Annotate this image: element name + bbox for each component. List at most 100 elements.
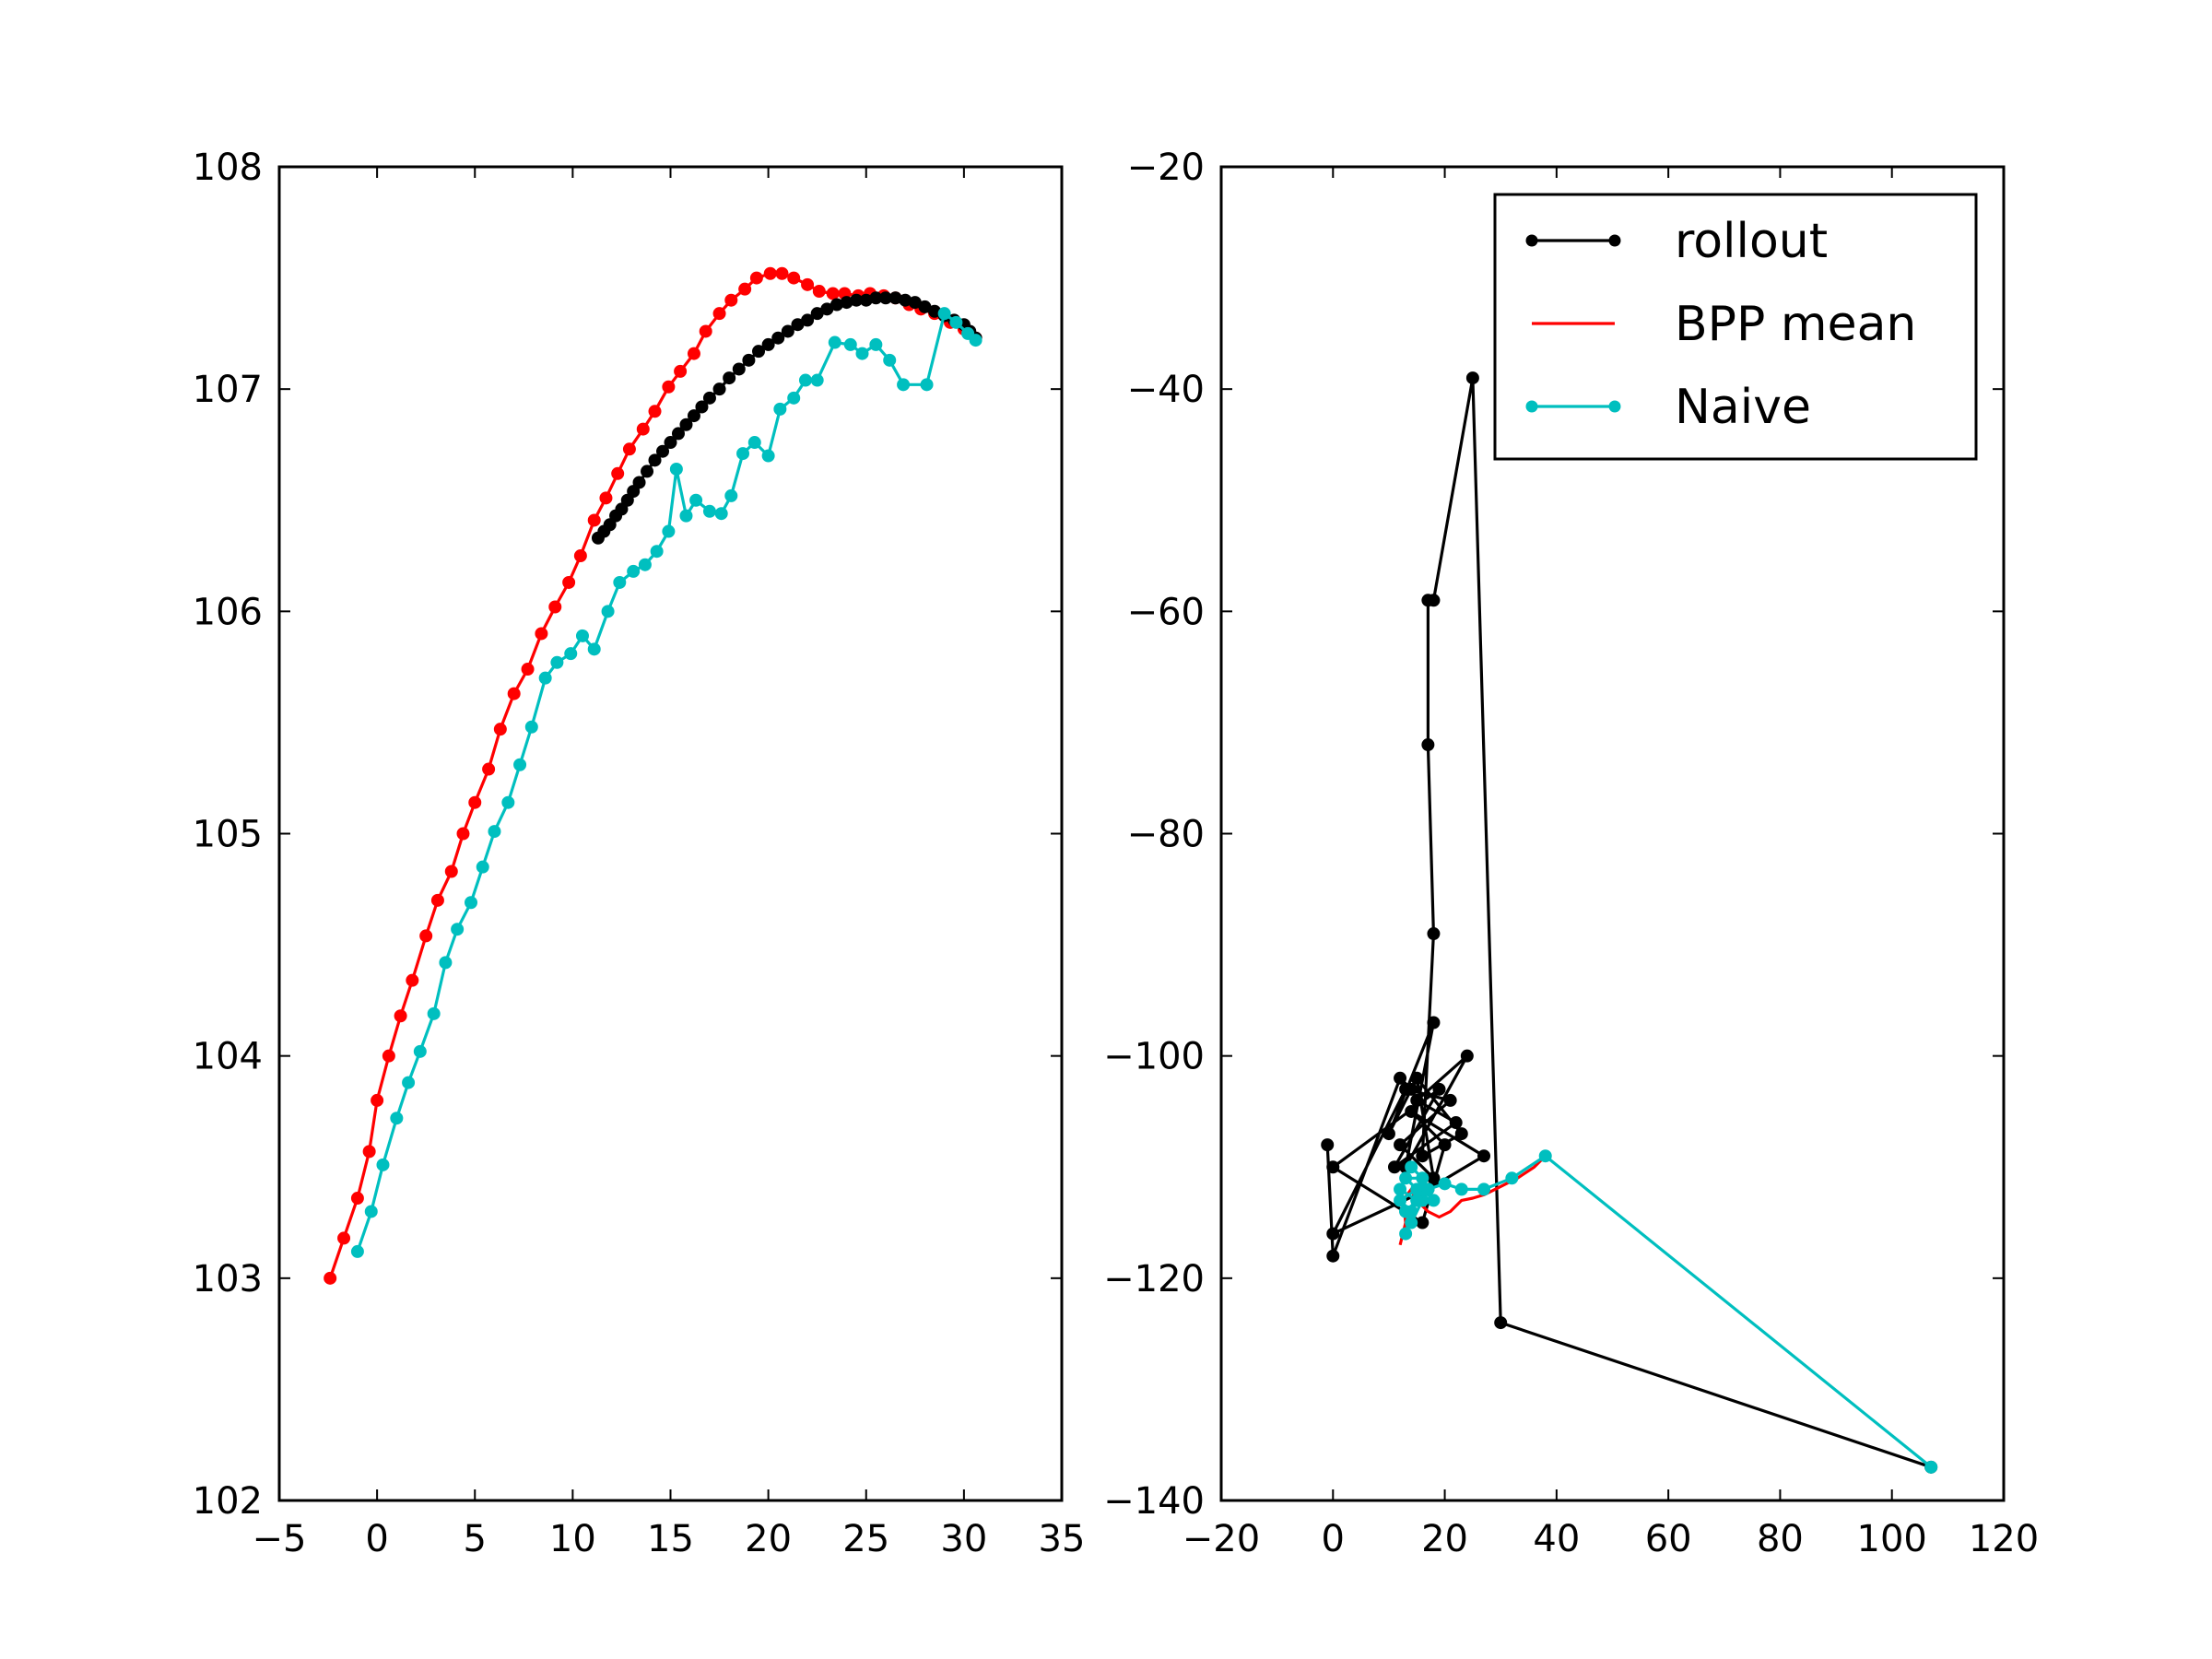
data-point <box>641 465 654 478</box>
series-naive <box>1394 1149 1938 1474</box>
data-point <box>620 493 634 507</box>
x-tick-label: 80 <box>1757 1518 1804 1560</box>
y-tick-label: 105 <box>193 814 263 856</box>
data-point <box>611 466 625 480</box>
data-point <box>695 400 709 414</box>
data-point <box>601 605 615 618</box>
data-point <box>1421 738 1435 752</box>
data-point <box>736 447 750 461</box>
data-point <box>615 502 629 516</box>
data-point <box>724 293 738 307</box>
data-point <box>364 1205 378 1218</box>
legend-label: BPP mean <box>1675 297 1916 352</box>
data-point <box>1924 1460 1938 1474</box>
data-point <box>714 507 728 521</box>
data-point <box>1405 1104 1418 1118</box>
data-point <box>622 442 636 456</box>
data-point <box>1326 1249 1340 1263</box>
data-point <box>1416 1171 1430 1185</box>
data-point <box>787 391 801 405</box>
data-point <box>350 1244 364 1258</box>
data-point <box>538 671 552 685</box>
data-point <box>524 720 538 734</box>
data-point <box>390 1112 404 1125</box>
data-point <box>513 758 527 771</box>
data-point <box>723 371 736 385</box>
chart-1: −20 0 20 40 60 80 100 120 −140 −120 −100 −80 −60 −40 −… <box>1103 147 2039 1560</box>
data-point <box>419 929 433 943</box>
data-point <box>562 575 576 589</box>
data-point <box>664 436 677 450</box>
data-point <box>548 600 562 614</box>
y-tick-label: −120 <box>1103 1258 1205 1300</box>
x-tick-label: 15 <box>647 1518 694 1560</box>
data-point <box>550 655 564 669</box>
data-point <box>575 629 589 642</box>
data-point <box>742 353 756 367</box>
data-point <box>1494 1316 1508 1330</box>
y-tick-label: 104 <box>193 1036 263 1078</box>
data-point <box>656 444 670 458</box>
data-point <box>1505 1171 1519 1185</box>
data-point <box>1427 1194 1441 1207</box>
data-point <box>371 1093 384 1107</box>
data-point <box>627 564 641 578</box>
x-tick-label: 25 <box>842 1518 889 1560</box>
data-point <box>1399 1205 1413 1218</box>
data-point <box>564 647 578 661</box>
data-point <box>749 271 763 285</box>
x-tick-label: −5 <box>253 1518 307 1560</box>
data-point <box>650 545 664 559</box>
data-point <box>773 402 787 416</box>
data-point <box>949 315 963 329</box>
data-point <box>1438 1177 1452 1191</box>
legend-box <box>1493 193 1978 461</box>
data-point <box>1477 1182 1491 1196</box>
data-point <box>679 509 693 523</box>
x-tick-label: 0 <box>365 1518 388 1560</box>
data-point <box>687 409 700 423</box>
data-point <box>1460 1049 1474 1063</box>
data-point <box>855 347 869 360</box>
data-point <box>1394 1194 1407 1207</box>
data-point <box>671 427 685 441</box>
data-point <box>828 335 841 349</box>
y-tick-label: −100 <box>1103 1036 1205 1078</box>
data-point <box>501 795 515 809</box>
x-tick-label: 5 <box>464 1518 487 1560</box>
data-point <box>781 324 794 338</box>
y-tick-label: 108 <box>193 147 263 189</box>
series-bpp-mean <box>324 266 982 1285</box>
data-point <box>883 353 897 367</box>
data-point <box>689 493 703 507</box>
legend-entry-naive: Naive <box>1525 380 1811 435</box>
x-tick-label: −20 <box>1182 1518 1260 1560</box>
data-point <box>603 518 617 532</box>
data-point <box>648 453 662 467</box>
y-tick-label: 106 <box>193 591 263 633</box>
data-point <box>724 488 738 502</box>
x-tick-label: 100 <box>1857 1518 1927 1560</box>
data-point <box>1399 1082 1413 1096</box>
chart-0: −5 0 5 10 15 20 25 30 35 102 103 104 105 106 107 108 <box>193 147 1086 1560</box>
data-point <box>451 923 465 936</box>
data-point <box>1416 1216 1430 1230</box>
data-point <box>1438 1138 1452 1152</box>
data-point <box>1405 1160 1418 1174</box>
legend-marker <box>1525 234 1538 247</box>
data-point <box>535 627 548 641</box>
data-point <box>382 1049 395 1063</box>
data-point <box>798 373 812 387</box>
series-rollout <box>591 291 982 545</box>
data-point <box>1326 1160 1340 1174</box>
data-point <box>1477 1149 1491 1163</box>
data-point <box>350 1192 364 1206</box>
data-point <box>362 1145 376 1159</box>
data-point <box>761 337 775 351</box>
data-point <box>1427 1016 1441 1030</box>
data-point <box>1416 1149 1430 1163</box>
data-point <box>402 1076 416 1089</box>
legend-marker <box>1608 234 1621 247</box>
data-point <box>1387 1160 1401 1174</box>
